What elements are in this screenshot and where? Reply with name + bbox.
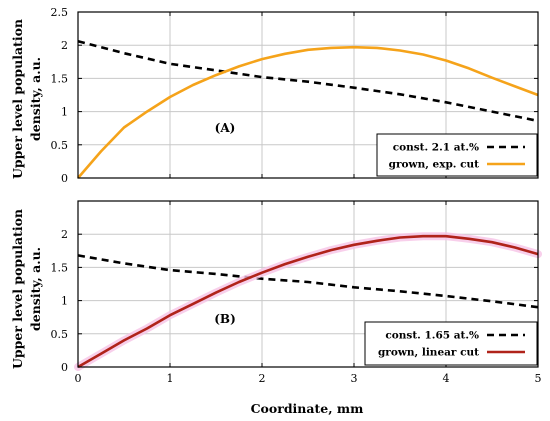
panel-b-ytick-label: 1: [61, 295, 68, 308]
panel-a-ytick-label: 0.5: [51, 139, 69, 152]
panel-b-legend-box: [364, 321, 538, 366]
panel-a-ylabel-line-2: density, a.u.: [28, 57, 43, 141]
panel-a-legend-entry-label: const. 2.1 at.%: [393, 142, 479, 154]
panel-b-xtick-label: 0: [75, 372, 82, 385]
panel-b-ytick-label: 0.5: [51, 328, 69, 341]
panel-a-ytick-label: 0: [61, 172, 68, 185]
panel-b-ylabel-line-2: density, a.u.: [28, 247, 43, 331]
panel-b-plot-frame: [77, 200, 539, 368]
panel-b-ylabel-line-1: Upper level population: [10, 209, 25, 369]
panel-a-legend-box: [376, 133, 538, 177]
panel-a-ytick-label: 1.5: [51, 72, 69, 85]
panel-b-xtick-label: 1: [167, 372, 174, 385]
panel-a-series-const-line: [77, 39, 539, 123]
panel-a: Upper level population density, a.u. (A)…: [10, 6, 539, 185]
panel-b-legend: const. 1.65 at.% grown, linear cut: [364, 321, 538, 366]
panel-b-ytick-label: 2: [61, 228, 68, 241]
panel-b-ytick-label: 1.5: [51, 261, 69, 274]
panel-a-label: (A): [215, 121, 236, 135]
panel-b-series-const-line: [77, 254, 539, 309]
panel-a-ytick-label: 2.5: [51, 6, 69, 19]
panel-a-ytick-label: 2: [61, 39, 68, 52]
panel-b-xtick-label: 4: [443, 372, 450, 385]
panel-a-legend: const. 2.1 at.% grown, exp. cut: [376, 133, 538, 177]
panel-b-xtick-label: 5: [535, 372, 542, 385]
x-axis-label: Coordinate, mm: [251, 401, 364, 416]
panel-b-legend-entry-label: const. 1.65 at.%: [385, 330, 479, 342]
panel-a-plot-frame: [77, 11, 539, 179]
panel-b-ytick-label: 0: [61, 361, 68, 374]
panel-a-ytick-label: 1: [61, 106, 68, 119]
panel-a-legend-entry-label: grown, exp. cut: [389, 159, 479, 171]
panel-b: Upper level population density, a.u. (B)…: [10, 200, 542, 416]
panel-b-label: (B): [214, 312, 236, 326]
panel-b-series-grown-line: [77, 234, 539, 369]
panel-b-xtick-label: 2: [259, 372, 266, 385]
panel-a-ylabel-line-1: Upper level population: [10, 19, 25, 179]
panel-b-legend-entry-label: grown, linear cut: [378, 347, 479, 359]
panel-a-series-grown-line: [77, 45, 539, 179]
panel-b-xtick-label: 3: [351, 372, 358, 385]
